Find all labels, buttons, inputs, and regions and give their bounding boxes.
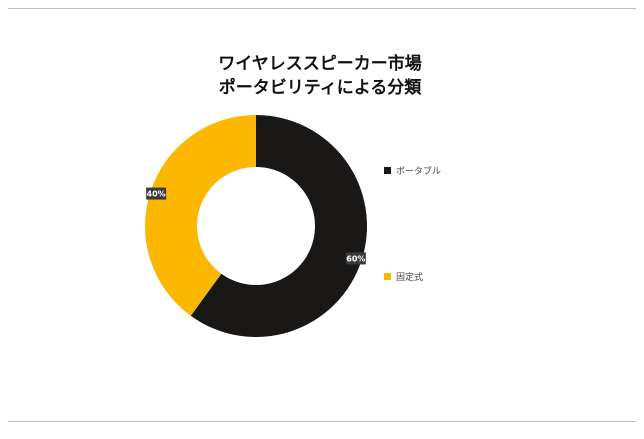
- legend-swatch-fixed: [384, 273, 391, 280]
- legend-item-portable: ポータブル: [384, 164, 441, 177]
- legend-label-fixed: 固定式: [396, 273, 424, 283]
- donut-slice-portable: [190, 115, 367, 337]
- legend-item-fixed: 固定式: [384, 270, 423, 283]
- data-label-text: 60%: [346, 254, 365, 263]
- legend-swatch-portable: [384, 167, 391, 174]
- chart-title: ワイヤレススピーカー市場 ポータビリティによる分類: [150, 52, 490, 100]
- bottom-divider: [8, 421, 636, 422]
- chart-title-line-1: ワイヤレススピーカー市場: [218, 54, 422, 74]
- data-label-fixed: 40%: [146, 187, 167, 200]
- data-label-portable: 60%: [345, 252, 366, 265]
- data-label-text: 40%: [147, 190, 166, 199]
- data-label-box: [345, 252, 366, 265]
- donut-slice-fixed: [145, 115, 256, 316]
- chart-title-line-2: ポータビリティによる分類: [218, 78, 422, 98]
- top-divider: [8, 8, 636, 9]
- legend-label-portable: ポータブル: [396, 167, 442, 177]
- data-label-box: [146, 187, 167, 200]
